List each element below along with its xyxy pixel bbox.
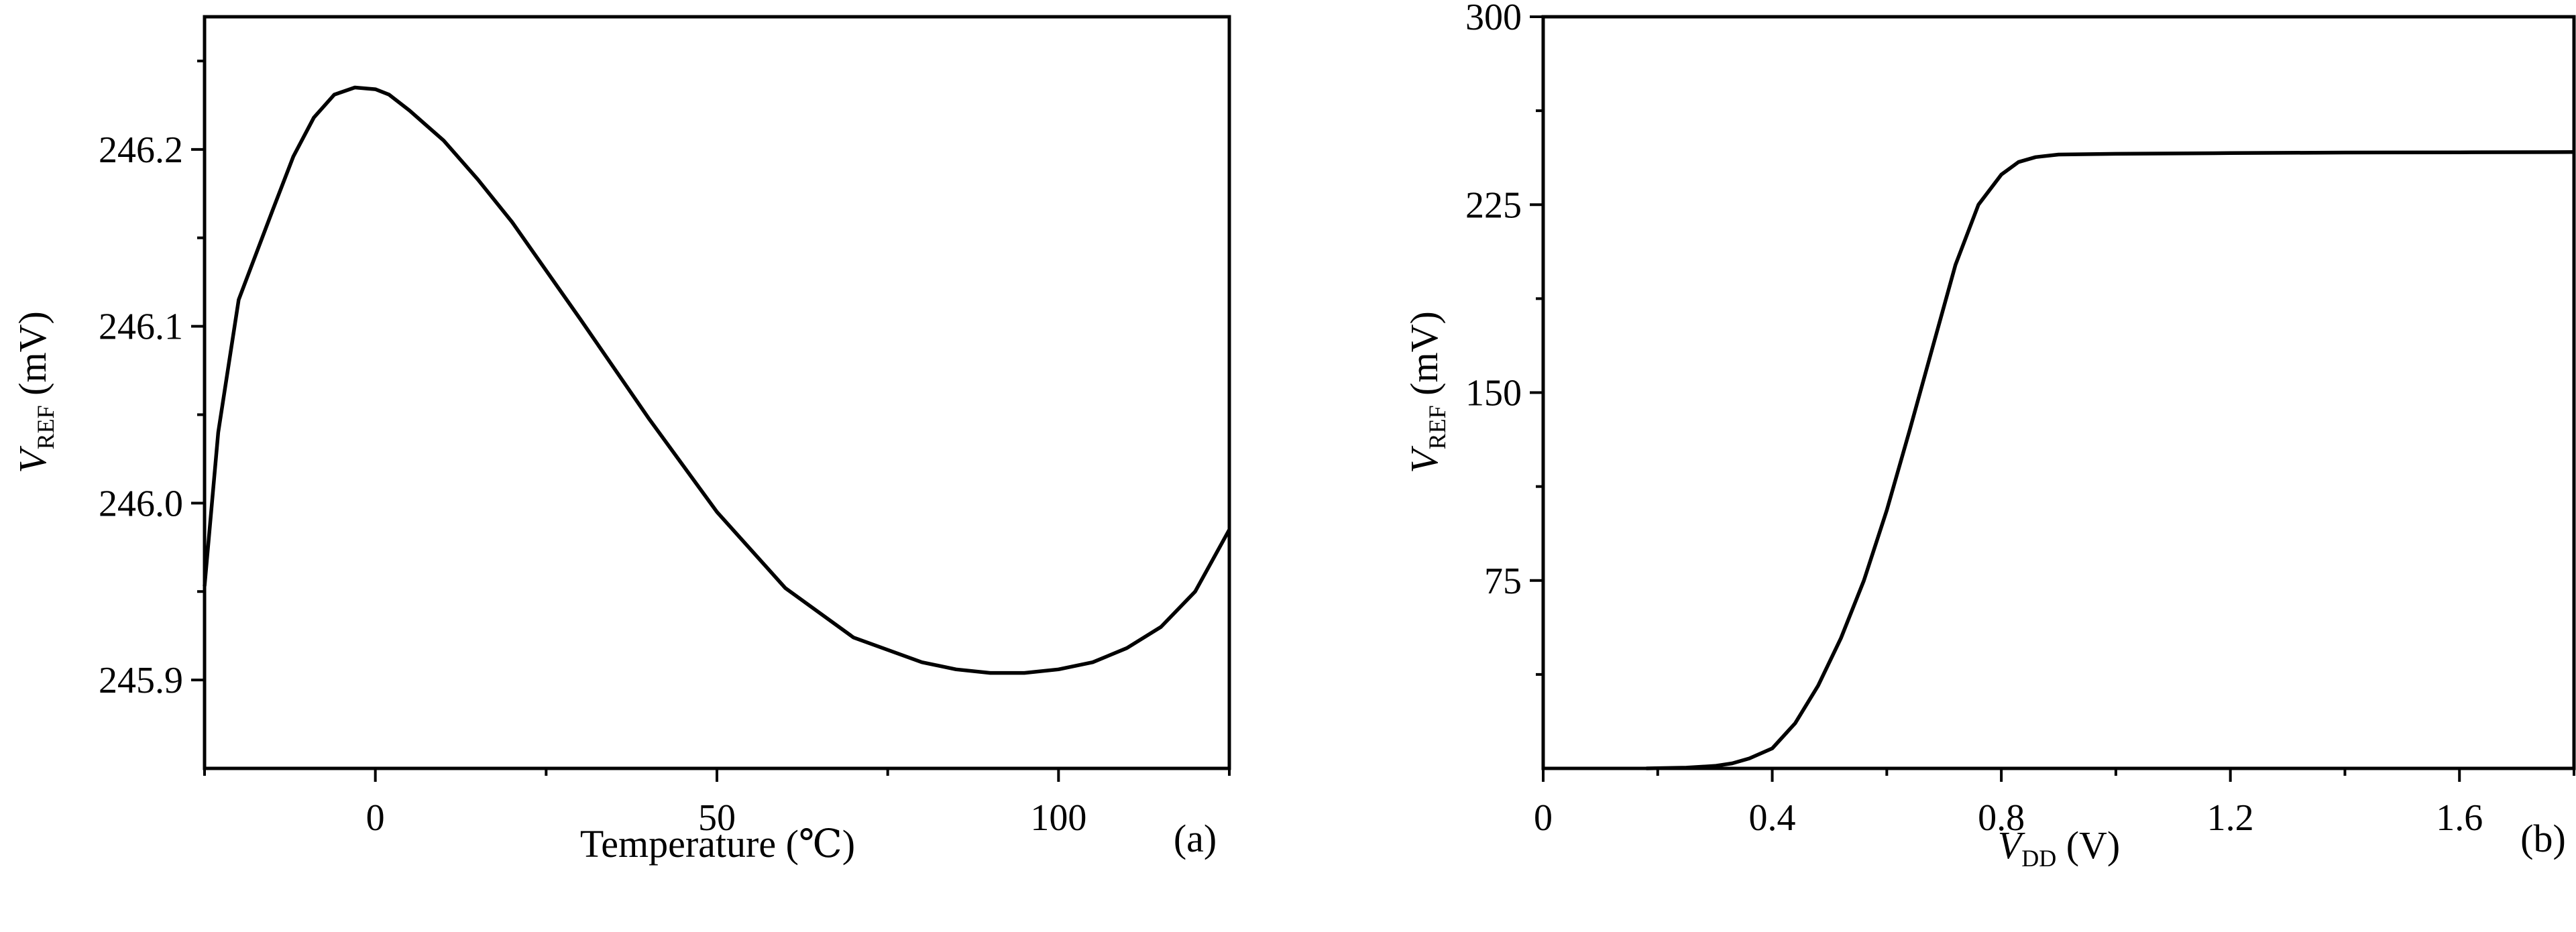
- x-tick-label-b: 0: [1534, 797, 1553, 839]
- y-axis-label-a-main: V: [11, 445, 54, 473]
- y-axis-label-a-unit: [11, 396, 54, 406]
- x-tick-label-a: 0: [366, 797, 385, 839]
- x-tick-label-b: 1.2: [2207, 797, 2254, 839]
- y-tick-label-b: 300: [1465, 0, 1522, 38]
- x-axis-label-b-main: V: [1998, 823, 2026, 867]
- y-tick-label-b: 75: [1484, 561, 1522, 602]
- y-tick-label-b: 150: [1465, 373, 1522, 414]
- y-tick-label-a: 246.1: [99, 306, 183, 348]
- y-axis-label-b-main: V: [1402, 445, 1446, 473]
- x-tick-label-a: 50: [698, 797, 736, 839]
- x-tick-label-b: 1.6: [2436, 797, 2483, 839]
- x-axis-label-b-space: [2056, 823, 2066, 867]
- series-line-a: [203, 85, 1231, 675]
- plot-frame-b: [1541, 15, 2576, 770]
- tick-labels-a: 0 50 100 245.9 246.0 246.1 246.2: [99, 129, 1086, 839]
- y-tick-label-a: 246.2: [99, 129, 183, 171]
- ticks-b: [1530, 15, 2575, 782]
- chart-panel-a: 0 50 100 245.9 246.0 246.1 246.2 Temperature (…: [11, 15, 1231, 866]
- y-axis-label-b-unit: (mV): [1402, 311, 1446, 396]
- y-axis-label-b: VREF (mV): [1402, 311, 1451, 473]
- y-axis-label-a-sub: REF: [32, 405, 59, 449]
- x-tick-label-a: 100: [1030, 797, 1086, 839]
- panel-label-b: (b): [2520, 817, 2566, 860]
- y-tick-label-b: 225: [1465, 184, 1522, 226]
- y-axis-label-a-unit-text: (mV): [11, 311, 54, 396]
- x-tick-label-b: 0.4: [1749, 797, 1796, 839]
- ticks-a: [191, 59, 1231, 782]
- panel-label-a: (a): [1174, 817, 1217, 860]
- x-axis-label-b-unit: (V): [2066, 823, 2121, 867]
- x-axis-label-b-sub: DD: [2021, 845, 2056, 872]
- x-tick-label-b: 0.8: [1978, 797, 2025, 839]
- y-axis-label-b-space: [1402, 396, 1446, 406]
- tick-labels-b: 0 0.4 0.8 1.2 1.6 75 150 225 300: [1465, 0, 2483, 839]
- y-tick-label-a: 246.0: [99, 483, 183, 524]
- y-axis-label-a: VREF (mV): [11, 311, 59, 473]
- x-axis-label-a: Temperature (℃): [580, 822, 855, 866]
- y-tick-label-a: 245.9: [99, 660, 183, 701]
- series-line-b: [1646, 150, 2575, 770]
- plot-frame-a: [203, 15, 1231, 770]
- x-axis-label-b: VDD (V): [1998, 823, 2120, 872]
- y-axis-label-b-sub: REF: [1424, 405, 1451, 449]
